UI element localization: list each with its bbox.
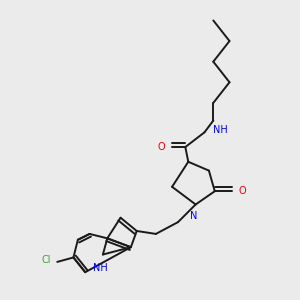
Text: Cl: Cl [41, 255, 51, 266]
Text: N: N [190, 211, 198, 221]
Text: O: O [157, 142, 165, 152]
Text: NH: NH [213, 125, 227, 135]
Text: O: O [238, 186, 246, 196]
Text: NH: NH [93, 263, 107, 273]
